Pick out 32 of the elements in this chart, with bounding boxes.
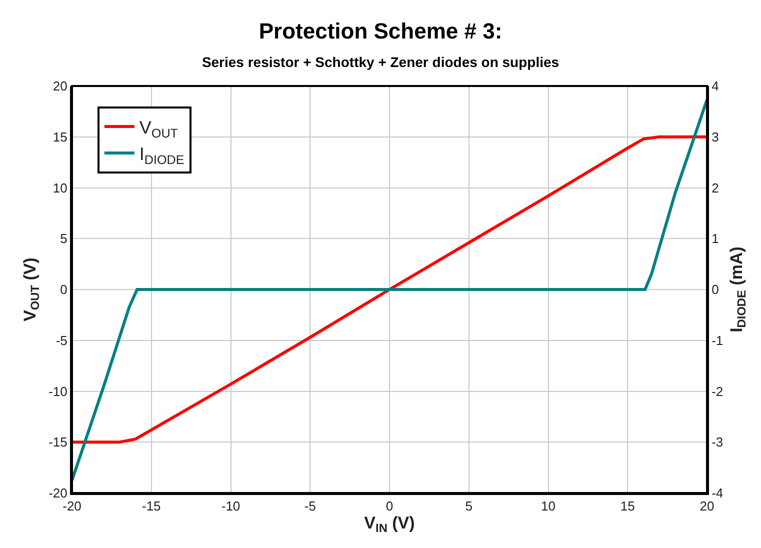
y2-tick-label: -4 [712,486,724,501]
x-tick-label: 0 [386,498,394,514]
x-tick-label: -15 [142,498,161,514]
y-tick-label: -20 [48,486,68,501]
y-tick-label: 15 [52,129,68,144]
y2-tick-label: -2 [712,384,724,399]
y-tick-label: -10 [48,384,68,399]
y-tick-label: 10 [52,180,68,196]
y2-tick-label: 4 [712,78,719,94]
y-tick-label: 0 [60,282,68,298]
y2-tick-label: 0 [712,282,719,298]
x-tick-label: -10 [221,498,240,514]
y2-tick-label: 2 [712,180,719,196]
y2-tick-label: -1 [712,332,724,348]
y-tick-label: 20 [52,78,68,94]
legend-label: I$_{DIODE}$ [139,144,184,167]
x-tick-label: -5 [304,498,316,514]
y-tick-label: -5 [56,332,68,348]
y-tick-label: -15 [48,434,68,450]
x-tick-label: 15 [620,498,635,514]
x-tick-label: 10 [541,498,556,514]
x-tick-label: 5 [465,498,472,514]
y2-tick-label: -3 [712,434,724,450]
chart-title: Protection Scheme # 3: [258,18,502,44]
y2-tick-label: 1 [712,231,719,246]
legend-label: V$_{OUT}$ [139,118,178,140]
x-tick-label: 20 [700,498,714,514]
y2-tick-label: 3 [712,129,719,144]
y-tick-label: 5 [60,231,68,246]
x-axis-title: V$_{IN}$ (V) [364,514,415,536]
line-series [72,98,707,482]
chart-subtitle: Series resistor + Schottky + Zener diodes on supplies [202,54,560,70]
